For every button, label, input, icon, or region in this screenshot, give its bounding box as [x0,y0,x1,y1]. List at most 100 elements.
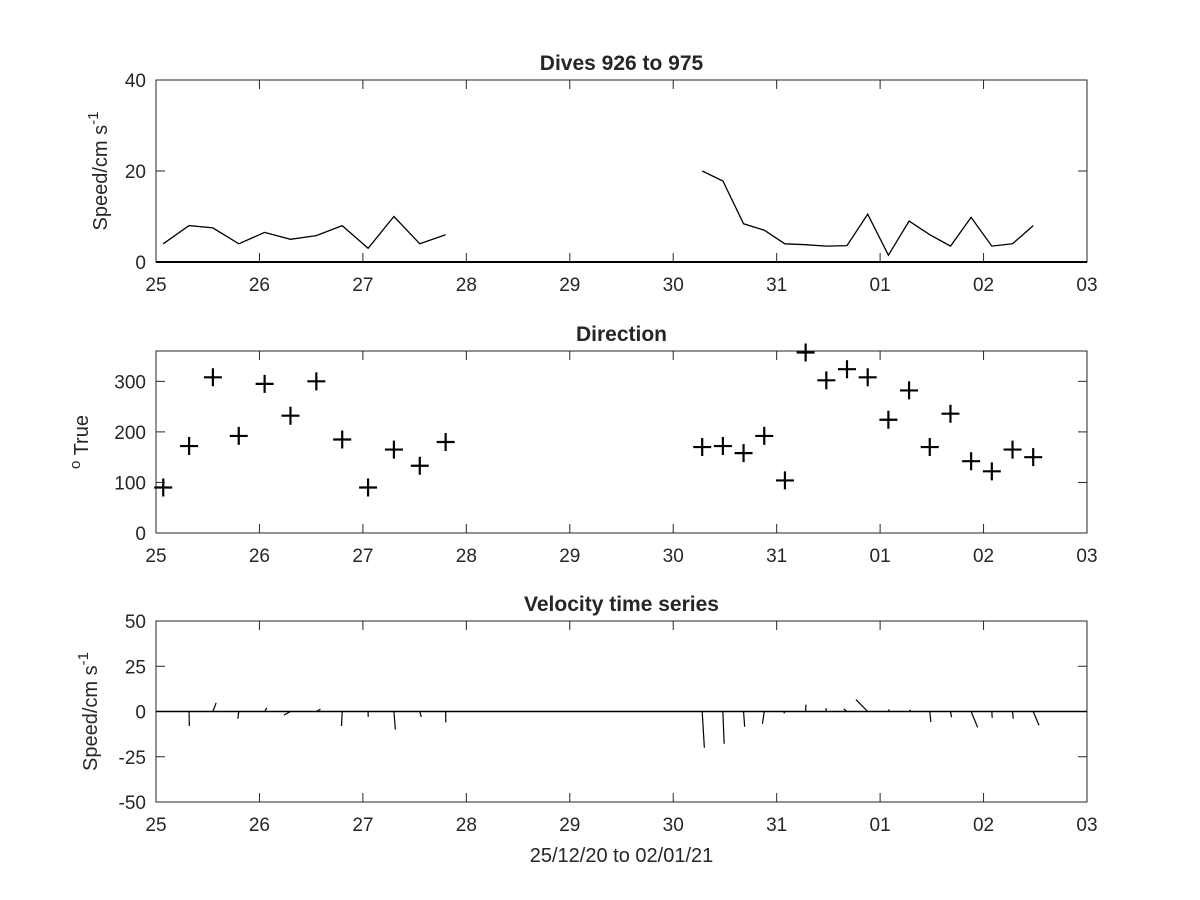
x-tick-label: 28 [456,546,477,567]
velocity-stick [887,709,890,712]
x-tick-label: 01 [870,546,891,567]
velocity-stick [742,711,746,727]
velocity-stick [419,711,422,718]
x-tick-label: 26 [249,275,270,296]
velocity-stick [283,710,291,716]
y-axis-label-superscript: -1 [85,112,102,125]
x-tick-label: 29 [559,815,580,836]
x-tick-label: 03 [1076,546,1097,567]
x-tick-label: 31 [766,815,787,836]
x-axis-label: 25/12/20 to 02/01/21 [530,845,714,867]
x-tick-label: 27 [352,275,373,296]
x-tick-label: 30 [663,546,684,567]
direction-point [1003,440,1022,459]
direction-point [920,438,939,457]
direction-point [734,444,753,463]
direction-point [1024,448,1043,467]
y-tick-label: 0 [135,703,146,724]
y-axis-label: Speed/cm s-1 [75,652,102,771]
direction-point [775,471,794,490]
direction-point [255,374,274,393]
direction-point [384,440,403,459]
x-tick-label: 29 [559,546,580,567]
subplot-2: 25 26 27 28 29 30 31 01 02 03 0 100 200 300 Direction o… [67,323,1098,567]
y-axis-label-text: Speed/cm s [80,665,102,771]
velocity-stick [1011,711,1014,719]
x-tick-label: 30 [663,275,684,296]
direction-point [817,371,836,390]
x-tick-label: 01 [870,815,891,836]
direction-point [900,381,919,400]
x-tick-label: 27 [352,815,373,836]
chart-title: Velocity time series [524,593,719,616]
x-tick-label: 01 [870,275,891,296]
y-tick-label: 25 [125,657,146,678]
velocity-stick [264,707,268,712]
subplot-3: 25 26 27 28 29 30 31 01 02 03 -50 -25 0 25 50 Velocity … [75,593,1098,867]
y-tick-label: 0 [135,253,146,274]
x-tick-label: 03 [1076,275,1097,296]
x-tick-label: 31 [766,546,787,567]
direction-point [154,478,173,497]
y-tick-label: 300 [114,372,146,393]
x-tick-label: 02 [973,275,994,296]
x-tick-label: 26 [249,546,270,567]
direction-point [229,426,248,445]
velocity-stick [212,702,217,712]
y-tick-label: 100 [114,473,146,494]
direction-point [713,437,732,456]
plot-area-1 [155,79,1088,263]
direction-point [203,368,222,387]
velocity-stick [701,711,705,748]
velocity-stick [761,711,765,724]
velocity-stick [949,711,953,718]
x-tick-label: 02 [973,815,994,836]
subplot-1: 25 26 27 28 29 30 31 01 02 03 0 20 40 Dives 926 to 97… [85,52,1098,296]
x-tick-label: 03 [1076,815,1097,836]
velocity-stick [783,711,786,714]
x-tick-label: 27 [352,546,373,567]
velocity-stick [340,711,343,727]
y-tick-label: 0 [135,524,146,545]
velocity-stick [970,711,979,728]
y-tick-label: 50 [125,612,146,633]
x-tick-label: 25 [145,275,166,296]
x-tick-label: 28 [456,815,477,836]
y-axis-label: Speed/cm s-1 [85,112,112,231]
direction-point [796,343,815,362]
direction-point [858,368,877,387]
velocity-stick [855,699,869,712]
y-axis-label-text: True [71,415,93,461]
x-tick-label: 26 [249,815,270,836]
y-tick-label: 200 [114,423,146,444]
direction-point [410,456,429,475]
direction-point [180,437,199,456]
x-tick-label: 29 [559,275,580,296]
y-axis-label-text: Speed/cm s [90,125,112,231]
velocity-stick [722,711,725,744]
velocity-stick [237,711,240,719]
velocity-stick [908,709,912,712]
y-tick-label: 40 [125,71,146,92]
direction-point [755,426,774,445]
direction-point [693,438,712,457]
direction-point [281,406,300,425]
plot-area-2 [155,350,1088,534]
chart-title: Direction [576,323,667,346]
y-axis-label-superscript: o [67,461,84,469]
x-tick-label: 25 [145,815,166,836]
y-axis-label: o True [67,415,93,469]
x-tick-label: 28 [456,275,477,296]
direction-point [333,430,352,449]
y-axis-label-superscript: -1 [75,652,92,665]
y-tick-label: 20 [125,162,146,183]
velocity-stick [843,708,848,712]
direction-point [941,404,960,423]
direction-point [436,433,455,451]
x-tick-label: 02 [973,546,994,567]
direction-point [307,372,326,391]
y-tick-label: -50 [119,793,146,814]
direction-point [982,462,1001,481]
chart-title: Dives 926 to 975 [540,52,704,75]
